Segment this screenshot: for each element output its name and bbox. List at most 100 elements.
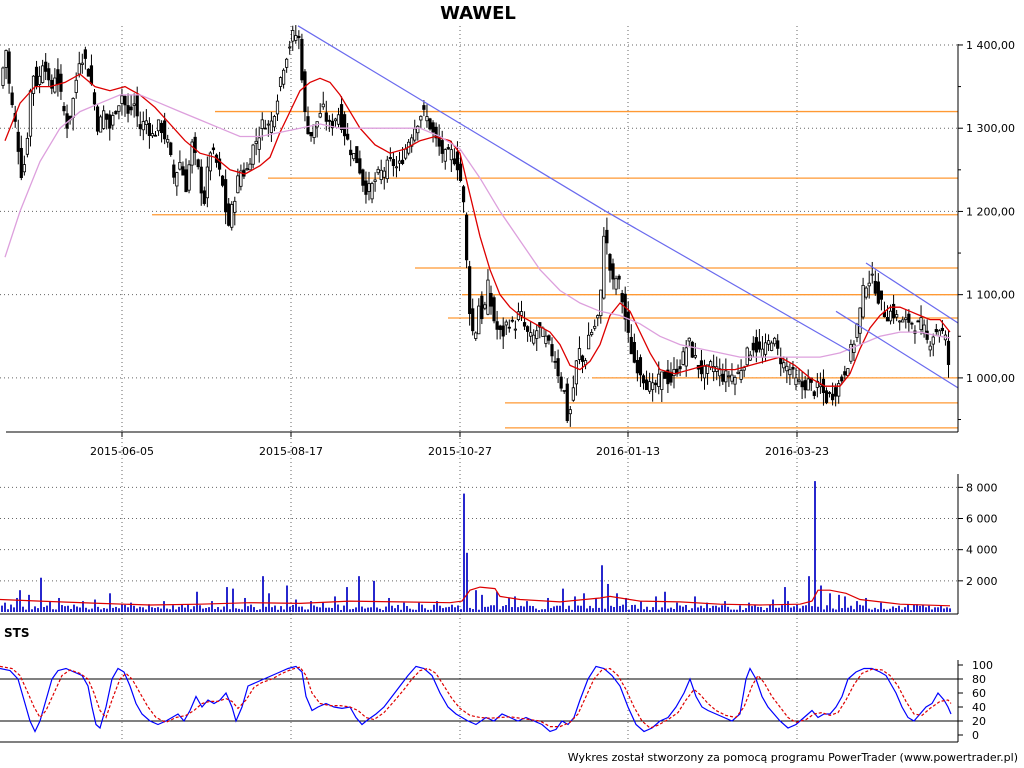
candle-body <box>205 166 209 199</box>
candle-body <box>138 124 142 130</box>
volume-bar <box>847 607 849 612</box>
volume-bar <box>13 607 15 612</box>
volume-bar <box>184 607 186 612</box>
volume-bar <box>640 601 642 612</box>
volume-bar <box>817 606 819 612</box>
volume-bar <box>712 605 714 612</box>
volume-bar <box>655 596 657 612</box>
candle-body <box>38 75 42 85</box>
volume-bar <box>787 601 789 612</box>
volume-bar <box>70 608 72 612</box>
candle-body <box>95 106 100 132</box>
candle-body <box>324 112 328 122</box>
candle-body <box>608 254 612 271</box>
candle-body <box>349 149 353 156</box>
volume-bar <box>607 583 609 612</box>
volume-bar <box>832 608 834 612</box>
volume-bar <box>190 609 192 612</box>
candle-body <box>263 127 267 130</box>
volume-bar <box>796 604 798 612</box>
candle-body <box>660 371 664 390</box>
candle-body <box>34 66 39 87</box>
volume-bar <box>106 608 108 612</box>
volume-bar <box>97 606 99 612</box>
candle-body <box>638 357 643 376</box>
volume-bar <box>484 606 486 612</box>
candle-body <box>251 144 255 165</box>
stochastic-line <box>0 665 952 733</box>
volume-bar <box>370 607 372 612</box>
candle-body <box>126 105 130 114</box>
candle-body <box>800 381 804 388</box>
date-label: 2015-06-05 <box>90 445 154 458</box>
volume-bar <box>709 608 711 612</box>
candle-body <box>120 95 124 104</box>
stochastic-axis-label: 80 <box>972 673 986 686</box>
volume-bar <box>649 609 651 612</box>
candle-body <box>291 30 295 42</box>
candle-body <box>28 90 33 137</box>
candle-body <box>788 369 792 376</box>
volume-bar <box>874 607 876 612</box>
volume-bar <box>691 608 693 612</box>
candle-body <box>529 332 533 337</box>
volume-bar <box>214 609 216 612</box>
volume-bar <box>733 609 735 612</box>
volume-bar <box>778 607 780 612</box>
candle-body <box>605 229 609 244</box>
candle-body <box>190 141 194 166</box>
volume-bar <box>781 605 783 612</box>
volume-bar <box>355 607 357 612</box>
volume-bar <box>697 607 699 612</box>
candle-body <box>342 114 347 137</box>
volume-average-line <box>0 586 951 607</box>
candle-body <box>16 131 20 152</box>
volume-bar <box>412 609 414 612</box>
candle-body <box>4 50 8 68</box>
candle-body <box>458 163 463 182</box>
candle-body <box>678 366 682 370</box>
volume-bar <box>445 607 447 612</box>
volume-bar <box>295 599 297 612</box>
candle-body <box>852 343 856 353</box>
volume-bar <box>577 605 579 612</box>
candle-body <box>611 263 615 280</box>
price-axis-label: 1 300,00 <box>966 122 1015 135</box>
volume-bar <box>163 601 165 612</box>
volume-bar <box>700 605 702 612</box>
candle-body <box>318 112 322 118</box>
volume-bar <box>436 601 438 612</box>
volume-bar <box>814 481 816 612</box>
candle-body <box>452 158 457 165</box>
volume-bar <box>166 608 168 612</box>
volume-bar <box>529 605 531 612</box>
candle-body <box>7 51 11 84</box>
volume-bar <box>772 599 774 612</box>
volume-bar <box>310 601 312 612</box>
price-axis-label: 1 400,00 <box>966 39 1015 52</box>
candle-body <box>309 131 313 137</box>
volume-bar <box>835 609 837 612</box>
volume-bar <box>265 606 267 612</box>
candle-body <box>434 126 438 139</box>
volume-bar <box>346 587 348 612</box>
candle-body <box>257 137 261 150</box>
volume-bar <box>253 607 255 612</box>
volume-bar <box>598 607 600 612</box>
candle-body <box>330 120 335 129</box>
candle-body <box>675 368 679 375</box>
volume-bar <box>643 609 645 612</box>
volume-bar <box>934 607 936 612</box>
candle-body <box>376 168 380 174</box>
candle-body <box>163 120 167 140</box>
candle-body <box>278 77 283 87</box>
candle-body <box>827 392 832 394</box>
volume-bar <box>865 597 867 612</box>
candle-body <box>760 348 765 358</box>
volume-bar <box>925 607 927 612</box>
candle-body <box>629 336 633 355</box>
candle-body <box>92 92 97 105</box>
candle-body <box>526 326 530 332</box>
candle-body <box>745 347 749 366</box>
volume-bar <box>889 608 891 612</box>
